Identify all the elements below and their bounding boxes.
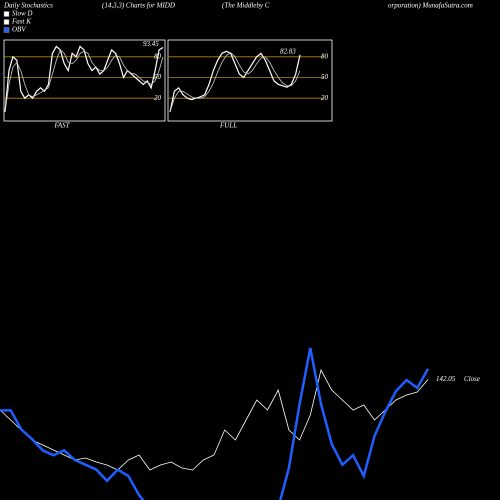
y-tick-label: 80 (321, 52, 329, 60)
company: orporation) MunafaSutra.com (388, 2, 473, 10)
y-tick-label: 20 (321, 94, 329, 102)
price-panel (0, 347, 430, 500)
panel-frame (167, 39, 333, 122)
y-tick-label: 50 (321, 73, 329, 81)
legend-swatch (3, 11, 10, 17)
legend-label: OBV (12, 26, 26, 34)
close-label: Close (464, 375, 480, 383)
legend-label: Slow D (12, 10, 32, 18)
params: (14,3,3) Charts for MIDD (102, 2, 175, 10)
close-value: 142.05 (436, 375, 456, 383)
price-line (0, 347, 430, 500)
stoch-line (4, 45, 164, 113)
y-tick-label: 50 (154, 73, 162, 81)
stoch-line (4, 49, 164, 113)
legend-swatch (3, 19, 10, 25)
panel-label: FULL (219, 122, 237, 130)
stoch-line (169, 50, 301, 113)
legend-swatch (3, 27, 10, 33)
panel-label: FAST (54, 122, 71, 130)
y-tick-label: 20 (154, 94, 162, 102)
company: (The Middleby C (222, 2, 270, 10)
last-value: 82.83 (280, 47, 296, 55)
last-value: 93.45 (143, 40, 159, 48)
legend-label: Fast K (11, 18, 31, 26)
stoch-line (169, 52, 301, 113)
title: Daily Stochastics (3, 2, 53, 10)
